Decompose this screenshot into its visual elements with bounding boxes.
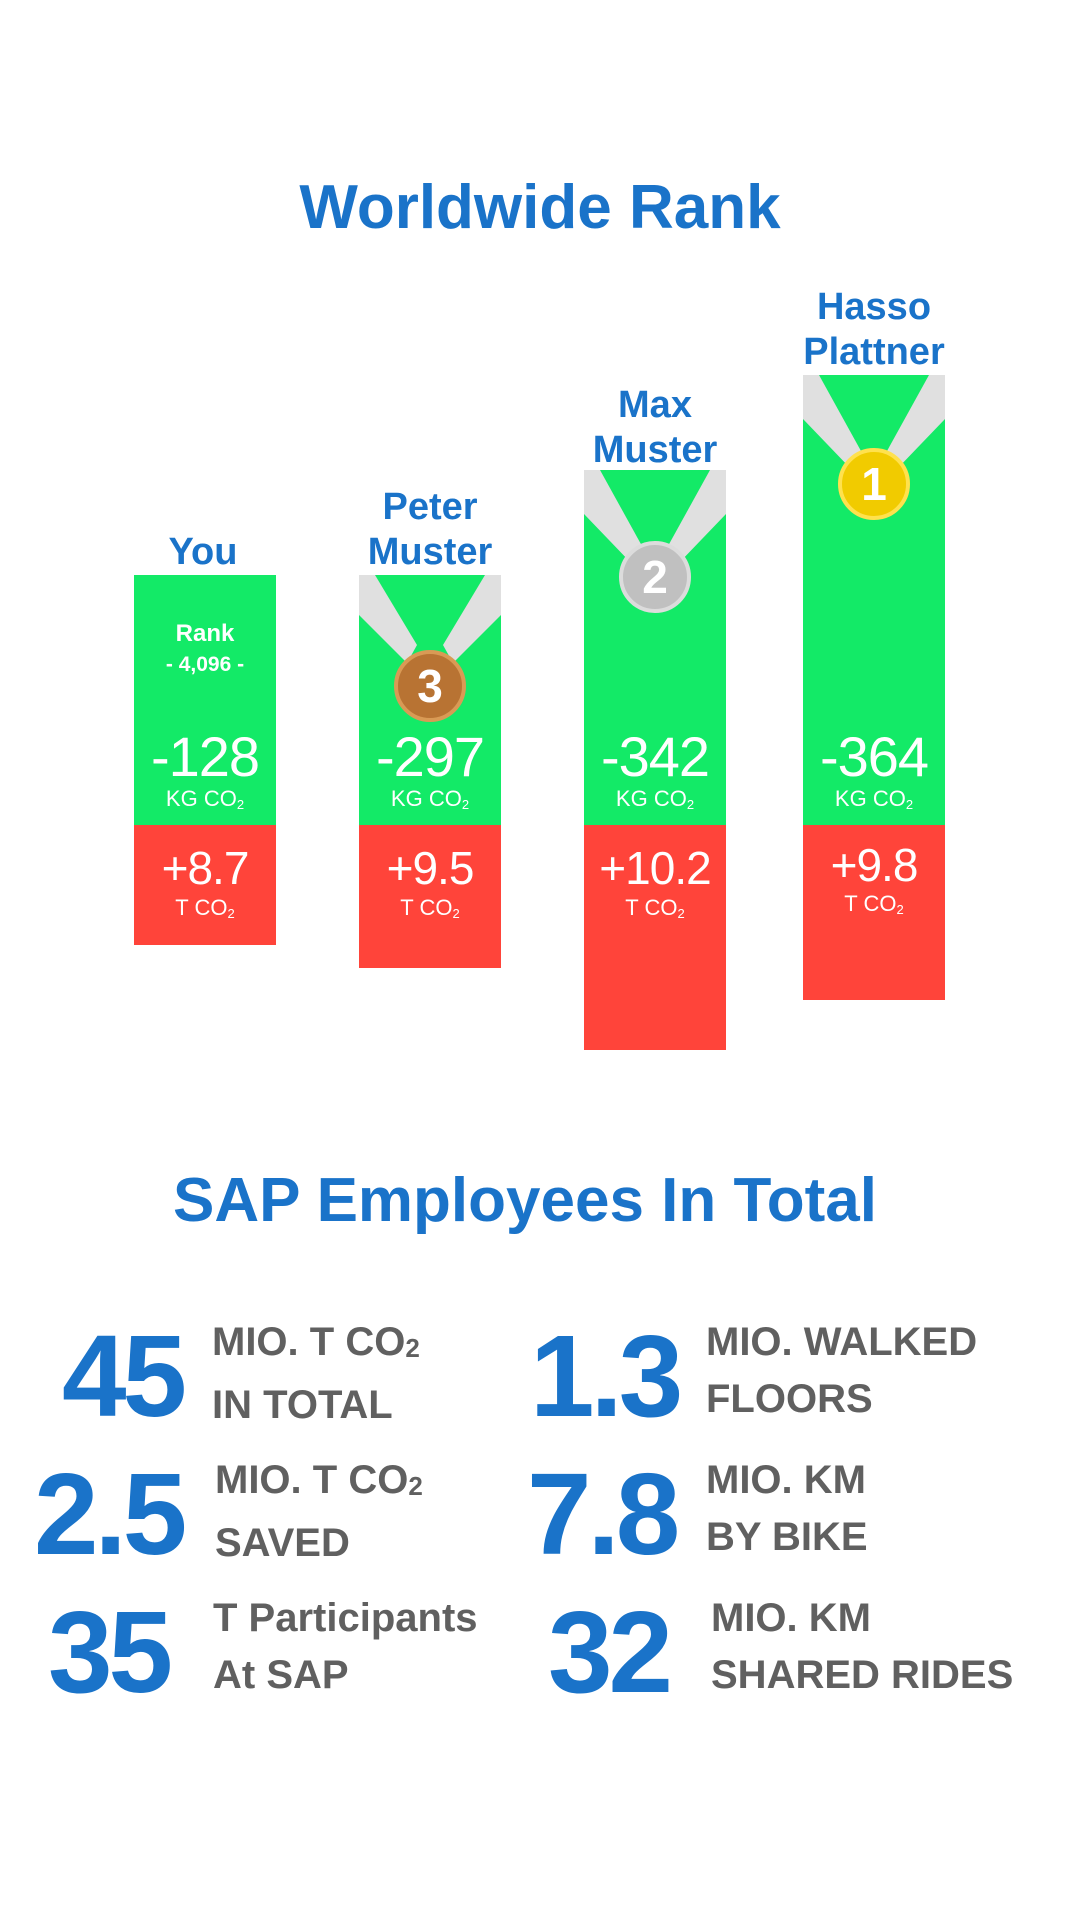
stat-number: 45 bbox=[62, 1311, 187, 1441]
emitted-unit: T CO2 bbox=[175, 895, 235, 922]
ribbon-icon bbox=[584, 470, 726, 564]
saved-unit: KG CO2 bbox=[165, 786, 245, 813]
silver-medal-icon: 2 bbox=[619, 541, 691, 613]
emitted-unit: T CO2 bbox=[625, 895, 685, 922]
entry-name: Peter Muster bbox=[367, 486, 493, 573]
entry-name: Max Muster bbox=[592, 384, 718, 471]
gold-medal-icon: 1 bbox=[838, 448, 910, 520]
ribbon-icon bbox=[803, 375, 945, 469]
stat-label: MIO. KM SHARED RIDES bbox=[711, 1596, 1014, 1697]
emitted-value: +10.2 bbox=[599, 842, 711, 894]
emitted-value: +9.5 bbox=[386, 842, 475, 894]
saved-unit: KG CO2 bbox=[390, 786, 470, 813]
emitted-unit: T CO2 bbox=[844, 891, 904, 918]
emitted-bar bbox=[803, 825, 945, 1000]
stat-label: T Participants At SAP bbox=[213, 1596, 478, 1697]
stat-label: MIO. WALKED FLOORS bbox=[706, 1320, 978, 1421]
ranking-title: Worldwide Rank bbox=[299, 173, 781, 242]
emitted-bar bbox=[134, 825, 276, 945]
entry-name: Hasso Plattner bbox=[803, 286, 945, 373]
stat-label: MIO. T CO2 IN TOTAL bbox=[212, 1320, 420, 1427]
stat-number: 1.3 bbox=[530, 1311, 683, 1441]
stat-number: 7.8 bbox=[527, 1449, 680, 1579]
emitted-value: +8.7 bbox=[161, 842, 250, 894]
emitted-bar bbox=[359, 825, 501, 968]
ribbon-icon bbox=[359, 575, 501, 663]
saved-value: -342 bbox=[600, 725, 710, 788]
stat-number: 32 bbox=[548, 1587, 673, 1717]
entry-name: You bbox=[168, 531, 238, 573]
stat-label: MIO. T CO2 SAVED bbox=[215, 1458, 423, 1565]
saved-unit: KG CO2 bbox=[834, 786, 914, 813]
totals-title: SAP Employees In Total bbox=[172, 1166, 877, 1235]
saved-bar bbox=[134, 575, 276, 825]
saved-value: -128 bbox=[150, 725, 260, 788]
stat-number: 2.5 bbox=[34, 1449, 187, 1579]
emitted-bar bbox=[584, 825, 726, 1050]
rank-value: - 4,096 - bbox=[165, 653, 245, 676]
rank-label: Rank bbox=[175, 620, 235, 647]
bronze-medal-icon: 3 bbox=[394, 650, 466, 722]
emitted-unit: T CO2 bbox=[400, 895, 460, 922]
stat-number: 35 bbox=[48, 1587, 173, 1717]
saved-value: -364 bbox=[819, 725, 929, 788]
emitted-value: +9.8 bbox=[830, 839, 919, 891]
saved-unit: KG CO2 bbox=[615, 786, 695, 813]
saved-value: -297 bbox=[375, 725, 485, 788]
stat-label: MIO. KM BY BIKE bbox=[706, 1458, 868, 1559]
